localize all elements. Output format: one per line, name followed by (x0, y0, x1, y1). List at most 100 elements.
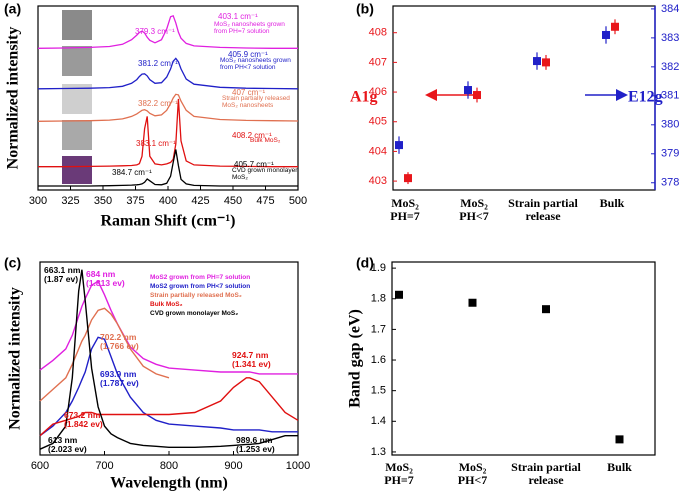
x-tick-label: 300 (29, 195, 47, 207)
x-tick-label: MoS₂ PH=7 (384, 460, 414, 487)
y-tick-label: 407 (369, 56, 387, 68)
series-label: Bulk MoS₂ (250, 137, 281, 144)
point (404, 174, 412, 183)
y-tick-label: 404 (369, 145, 387, 157)
x-tick-label: MoS₂ PH<7 (459, 196, 489, 223)
axis-series-label: E12g (628, 89, 663, 106)
peak-label: 408.2 cm⁻¹ (232, 131, 272, 140)
x-tick-label: 1000 (286, 460, 310, 472)
spectrum-line (39, 280, 298, 375)
y-tick-label: 384 (661, 3, 679, 15)
legend-entry: Bulk MoS₂ (150, 301, 183, 308)
point (611, 22, 619, 31)
x-tick-label: 700 (95, 460, 113, 472)
y-axis-label: Band gap (eV) (347, 309, 364, 408)
series-label: Strain partially released MoS₂ nanosheet… (222, 95, 290, 109)
legend-entry: CVD grown monolayer MoS₂ (150, 310, 239, 317)
peak-label: 383.1 cm⁻¹ (136, 139, 176, 148)
peak-annotation: 684 nm (1.813 ev) (86, 269, 125, 288)
peak-annotation: 613 nm (2.023 ev) (48, 435, 87, 454)
point (602, 30, 610, 39)
y-tick-label: 379 (661, 148, 679, 160)
point (473, 91, 481, 100)
peak-label: 384.7 cm⁻¹ (112, 168, 152, 177)
x-tick-label: 400 (159, 195, 177, 207)
panel-label: (d) (356, 255, 374, 271)
spectrum-line (38, 149, 298, 187)
peak-annotation: 693.9 nm (1.787 ev) (100, 369, 139, 388)
y-tick-label: 1.8 (371, 293, 386, 305)
legend-entry: MoS2 grown from PH=7 solution (150, 274, 251, 281)
x-tick-label: 425 (191, 195, 209, 207)
x-tick-label: 500 (289, 195, 307, 207)
insets (62, 10, 92, 184)
point (468, 298, 477, 307)
panel-label: (a) (4, 1, 21, 17)
y-tick-label: 378 (661, 177, 679, 189)
peak-label: 405.9 cm⁻¹ (228, 50, 268, 59)
peak-label: 381.2 cm⁻¹ (138, 59, 178, 68)
x-tick-label: 375 (126, 195, 144, 207)
y-tick-label: 1.6 (371, 354, 386, 366)
spectrum-line (39, 269, 298, 450)
series-label: MoS₂ nanosheets grown from PH=7 solution (214, 21, 285, 35)
peak-annotation: 989.6 nm (1.253 ev) (236, 435, 275, 454)
y-tick-label: 380 (661, 119, 679, 131)
panel-label: (c) (4, 255, 21, 271)
peak-label: 407 cm⁻¹ (232, 88, 265, 97)
point (542, 58, 550, 67)
x-axis-label: Wavelength (nm) (110, 475, 228, 492)
y-tick-label: 1.5 (371, 385, 386, 397)
y-tick-label: 408 (369, 27, 387, 39)
x-tick-label: Bulk (607, 460, 632, 474)
y-tick-label: 1.3 (371, 446, 386, 458)
peak-label: 405.7 cm⁻¹ (234, 160, 274, 169)
y-tick-label: 381 (661, 90, 679, 102)
spectrum-line (37, 93, 299, 122)
x-tick-label: 800 (160, 460, 178, 472)
y-tick-label: 1.9 (371, 262, 386, 274)
y-axis-label: Normalized intensity (7, 287, 24, 430)
x-tick-label: 450 (224, 195, 242, 207)
peak-label: 379.3 cm⁻¹ (135, 27, 175, 36)
x-tick-label: MoS₂ PH<7 (457, 460, 488, 487)
spectrum-line (38, 98, 298, 168)
y-tick-label: 383 (661, 32, 679, 44)
y-tick-label: 1.4 (371, 415, 386, 427)
point (464, 86, 472, 95)
peak-annotation: 702.2 nm (1.766 ev) (100, 332, 139, 351)
peak-label: 403.1 cm⁻¹ (218, 12, 258, 21)
spectrum-line (39, 377, 299, 437)
peak-annotation: 663.1 nm (1.87 ev) (44, 265, 81, 284)
legend-entry: Strain partially released MoS₂ (150, 292, 242, 299)
peak-label: 382.2 cm⁻¹ (138, 99, 178, 108)
y-tick-label: 406 (369, 86, 387, 98)
point (533, 57, 541, 66)
x-tick-label: Bulk (599, 196, 625, 210)
x-tick-label: Strain partial release (508, 196, 578, 223)
spectrum-line (39, 336, 298, 437)
peak-annotation: 673.2 nm (1.842 ev) (64, 410, 103, 429)
x-tick-label: 475 (256, 195, 274, 207)
peak-annotation: 924.7 nm (1.341 ev) (232, 350, 271, 369)
y-tick-label: 403 (369, 175, 387, 187)
x-tick-label: 600 (31, 460, 49, 472)
point (395, 290, 403, 299)
x-tick-label: Strain partial release (511, 460, 581, 487)
legend-entry: MoS2 grown from PH<7 solution (150, 283, 251, 290)
y-tick-label: 382 (661, 61, 679, 73)
y-axis-label: Normalized intensity (5, 27, 22, 170)
x-tick-label: 900 (224, 460, 242, 472)
spectrum-line (37, 14, 298, 49)
x-tick-label: 325 (61, 195, 79, 207)
plot-frame (392, 5, 656, 191)
spectrum-line (39, 307, 170, 402)
plot-frame (391, 261, 656, 456)
point (615, 435, 624, 444)
y-tick-label: 1.7 (371, 323, 386, 335)
series-label: CVD grown monolayer MoS₂ (232, 167, 298, 181)
panel-label: (b) (356, 1, 374, 17)
x-axis-label: Raman Shift (cm⁻¹) (100, 213, 235, 230)
